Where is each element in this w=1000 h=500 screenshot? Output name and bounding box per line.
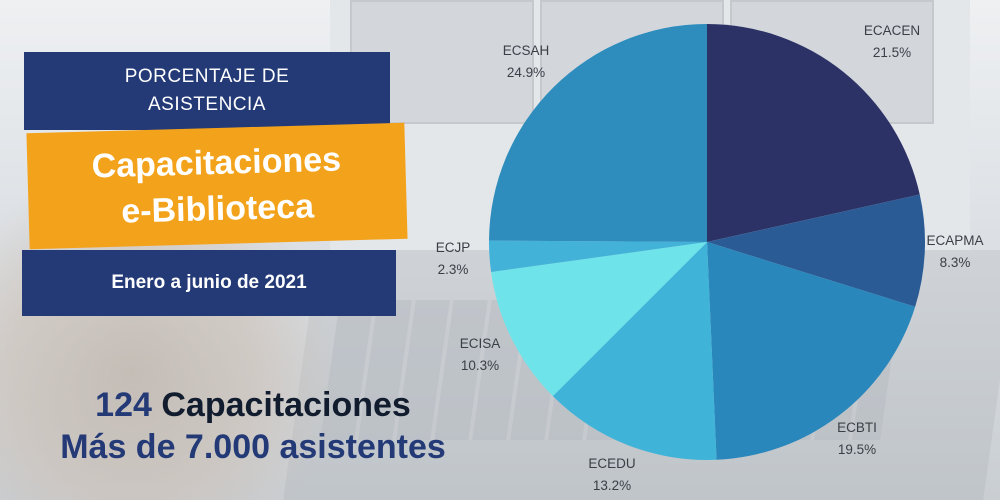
slice-name-label: ECSAH [503,43,550,58]
slice-name-label: ECISA [460,336,501,351]
slice-name-label: ECBTI [837,420,877,435]
pie-slice-ecapma [707,194,925,307]
slice-name-label: ECAPMA [926,233,983,248]
slice-value-label: 13.2% [593,478,631,493]
slice-value-label: 8.3% [940,255,971,270]
trainings-label: Capacitaciones [161,386,411,424]
pie-slice-ecedu [552,242,717,460]
subtitle-box: PORCENTAJE DE ASISTENCIA [24,52,390,130]
slice-value-label: 21.5% [873,45,911,60]
pie-slice-ecisa [491,242,707,397]
slice-value-label: 10.3% [461,358,499,373]
subtitle-line-2: ASISTENCIA [148,94,266,115]
slice-name-label: ECACEN [864,23,920,38]
subtitle-line-1: PORCENTAJE DE [124,66,290,87]
pie-slice-ecsah [489,24,707,242]
trainings-count: 124 [95,386,152,424]
slice-value-label: 24.9% [507,65,545,80]
date-range: Enero a junio de 2021 [111,272,307,293]
slice-value-label: 2.3% [438,262,469,277]
slice-name-label: ECJP [436,240,471,255]
trainings-count-line: 124 Capacitaciones [18,384,488,426]
stats-block: 124 Capacitaciones Más de 7.000 asistent… [18,384,488,468]
pie-slice-ecbti [707,242,916,460]
pie-slice-ecacen [707,24,920,242]
slice-name-label: ECEDU [588,456,635,471]
pie-slice-ecjp [489,240,707,273]
slice-value-label: 19.5% [838,442,876,457]
attendees-line: Más de 7.000 asistentes [60,428,446,466]
date-box: Enero a junio de 2021 [22,250,396,316]
